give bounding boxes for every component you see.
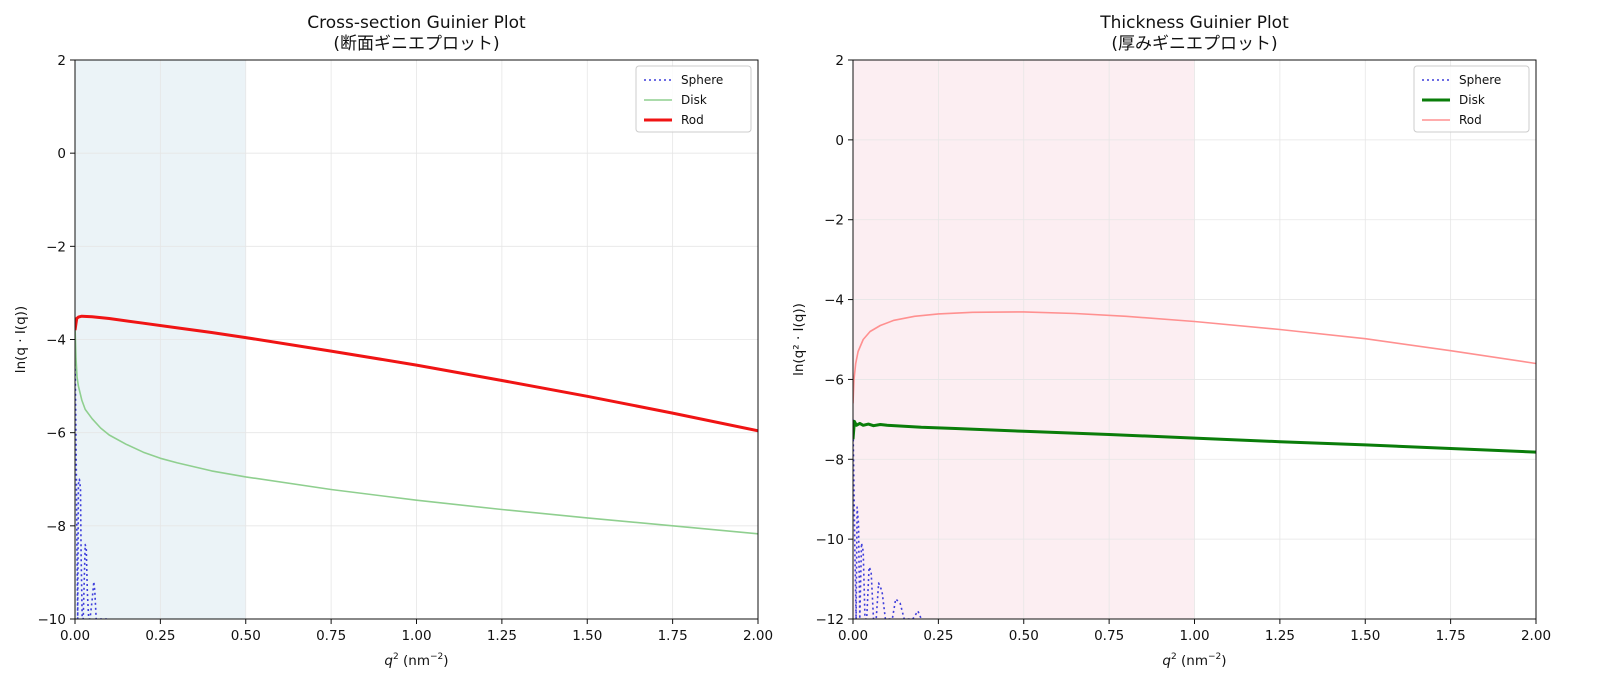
y-tick-label: 2 — [57, 53, 66, 69]
x-label-unit: (nm — [399, 653, 430, 669]
legend-label-disk: Disk — [1459, 93, 1485, 107]
x-axis-label: q2 (nm−2) — [1162, 652, 1226, 669]
x-tick-label: 0.25 — [923, 628, 953, 644]
legend-label-sphere: Sphere — [681, 73, 723, 87]
series-line-rod — [853, 311, 1536, 404]
x-tick-label: 1.25 — [487, 628, 517, 644]
legend: Sphere Disk Rod — [635, 65, 752, 133]
x-tick-label: 0.75 — [1094, 628, 1124, 644]
series-line-disk — [853, 419, 1536, 454]
x-tick-label: 1.25 — [1265, 628, 1295, 644]
series-layer — [853, 311, 1536, 619]
x-label-close: ) — [443, 653, 448, 669]
y-axis-label: ln(q · I(q)) — [13, 306, 29, 373]
y-tick-label: −8 — [46, 519, 66, 535]
legend-box — [635, 65, 752, 133]
y-tick-label: −2 — [824, 213, 844, 229]
cross-section-panel: 0.00 0.25 0.50 0.75 1.00 1.25 1.50 1.75 2.00 −10 −… — [13, 13, 773, 669]
y-axis-label: ln(q² · I(q)) — [791, 303, 807, 376]
x-tick-label: 1.00 — [401, 628, 431, 644]
x-tick-label: 1.50 — [572, 628, 602, 644]
series-line-rod — [75, 314, 758, 433]
legend: Sphere Disk Rod — [1413, 65, 1530, 133]
x-tick-label: 1.50 — [1350, 628, 1380, 644]
series-layer — [75, 314, 758, 619]
y-tick-label: −10 — [816, 532, 845, 548]
y-tick-label: −8 — [824, 452, 844, 468]
x-tick-label: 0.00 — [838, 628, 868, 644]
x-tick-label: 1.00 — [1179, 628, 1209, 644]
chart-subtitle: (断面ギニエプロット) — [333, 34, 499, 54]
x-tick-label: 0.25 — [145, 628, 175, 644]
tick-layer: 0.00 0.25 0.50 0.75 1.00 1.25 1.50 1.75 2.00 −12 −… — [816, 53, 1552, 644]
x-tick-label: 2.00 — [1521, 628, 1551, 644]
x-label-unit: (nm — [1177, 653, 1208, 669]
x-label-sup: 2 — [393, 652, 399, 662]
x-label-unit-sup: −2 — [430, 652, 443, 662]
x-label-close: ) — [1221, 653, 1226, 669]
y-tick-label: −10 — [38, 612, 67, 628]
y-tick-label: −4 — [46, 333, 66, 349]
x-label-unit-sup: −2 — [1208, 652, 1221, 662]
chart-title: Thickness Guinier Plot — [1099, 13, 1289, 33]
chart-title: Cross-section Guinier Plot — [307, 13, 526, 33]
thickness-panel: 0.00 0.25 0.50 0.75 1.00 1.25 1.50 1.75 2.00 −12 −… — [791, 13, 1551, 669]
series-line-sphere — [853, 419, 923, 619]
x-tick-label: 0.50 — [231, 628, 261, 644]
series-line-disk — [75, 325, 758, 535]
y-tick-label: −4 — [824, 293, 844, 309]
x-label-symbol: q — [1162, 653, 1171, 669]
x-tick-label: 2.00 — [743, 628, 773, 644]
legend-label-rod: Rod — [1459, 113, 1482, 127]
x-tick-label: 0.50 — [1009, 628, 1039, 644]
y-tick-label: 2 — [835, 53, 844, 69]
y-tick-label: −12 — [816, 612, 845, 628]
x-tick-label: 1.75 — [1436, 628, 1466, 644]
legend-label-sphere: Sphere — [1459, 73, 1501, 87]
y-tick-label: −6 — [824, 372, 844, 388]
x-axis-label: q2 (nm−2) — [384, 652, 448, 669]
y-tick-label: 0 — [57, 146, 66, 162]
x-tick-label: 1.75 — [658, 628, 688, 644]
y-tick-label: −2 — [46, 239, 66, 255]
legend-label-rod: Rod — [681, 113, 704, 127]
legend-label-disk: Disk — [681, 93, 707, 107]
x-label-sup: 2 — [1171, 652, 1177, 662]
y-tick-label: 0 — [835, 133, 844, 149]
x-tick-label: 0.00 — [60, 628, 90, 644]
x-label-symbol: q — [384, 653, 393, 669]
legend-box — [1413, 65, 1530, 133]
tick-layer: 0.00 0.25 0.50 0.75 1.00 1.25 1.50 1.75 2.00 −10 −… — [38, 53, 774, 644]
chart-subtitle: (厚みギニエプロット) — [1111, 34, 1277, 54]
y-tick-label: −6 — [46, 426, 66, 442]
x-tick-label: 0.75 — [316, 628, 346, 644]
